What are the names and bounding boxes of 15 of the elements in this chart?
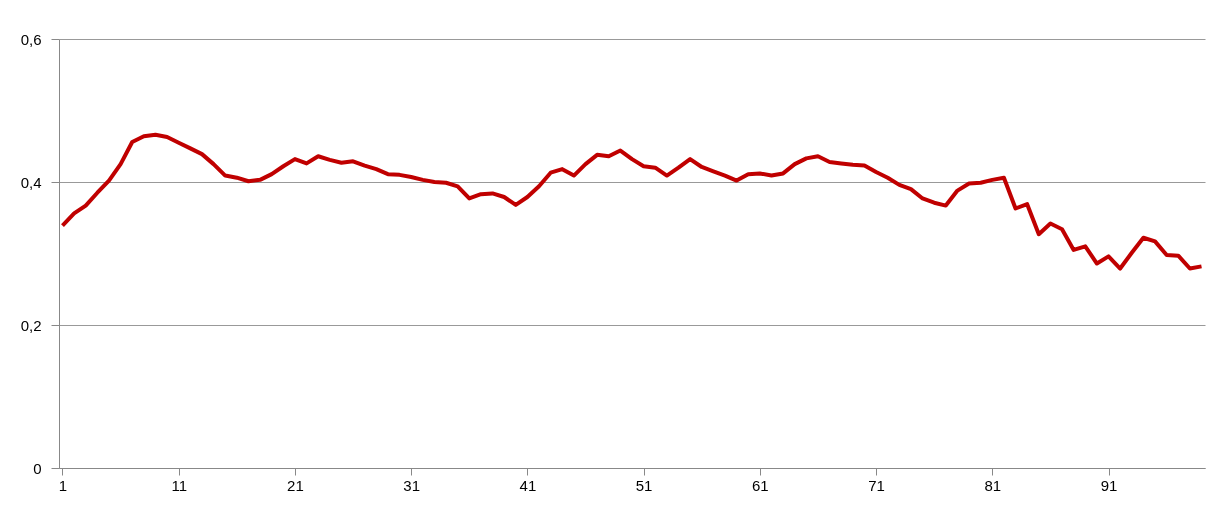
- y-tick-label: 0,6: [20, 30, 42, 48]
- y-tick-label: 0: [33, 459, 42, 477]
- x-tick-label: 81: [984, 476, 1002, 494]
- x-tick-label: 11: [171, 476, 187, 494]
- y-tick-label: 0,4: [20, 173, 42, 191]
- x-tick-label: 71: [868, 476, 885, 494]
- x-tick-label: 41: [519, 476, 537, 494]
- line-series: [60, 132, 1204, 271]
- x-tick-label: 1: [58, 476, 68, 494]
- x-tick-label: 91: [1100, 476, 1118, 494]
- x-tick-label: 21: [287, 476, 304, 494]
- x-tick-label: 61: [752, 476, 769, 494]
- x-tick-label: 31: [403, 476, 421, 494]
- x-tick-label: 51: [635, 476, 653, 494]
- y-tick-label: 0,2: [20, 316, 42, 334]
